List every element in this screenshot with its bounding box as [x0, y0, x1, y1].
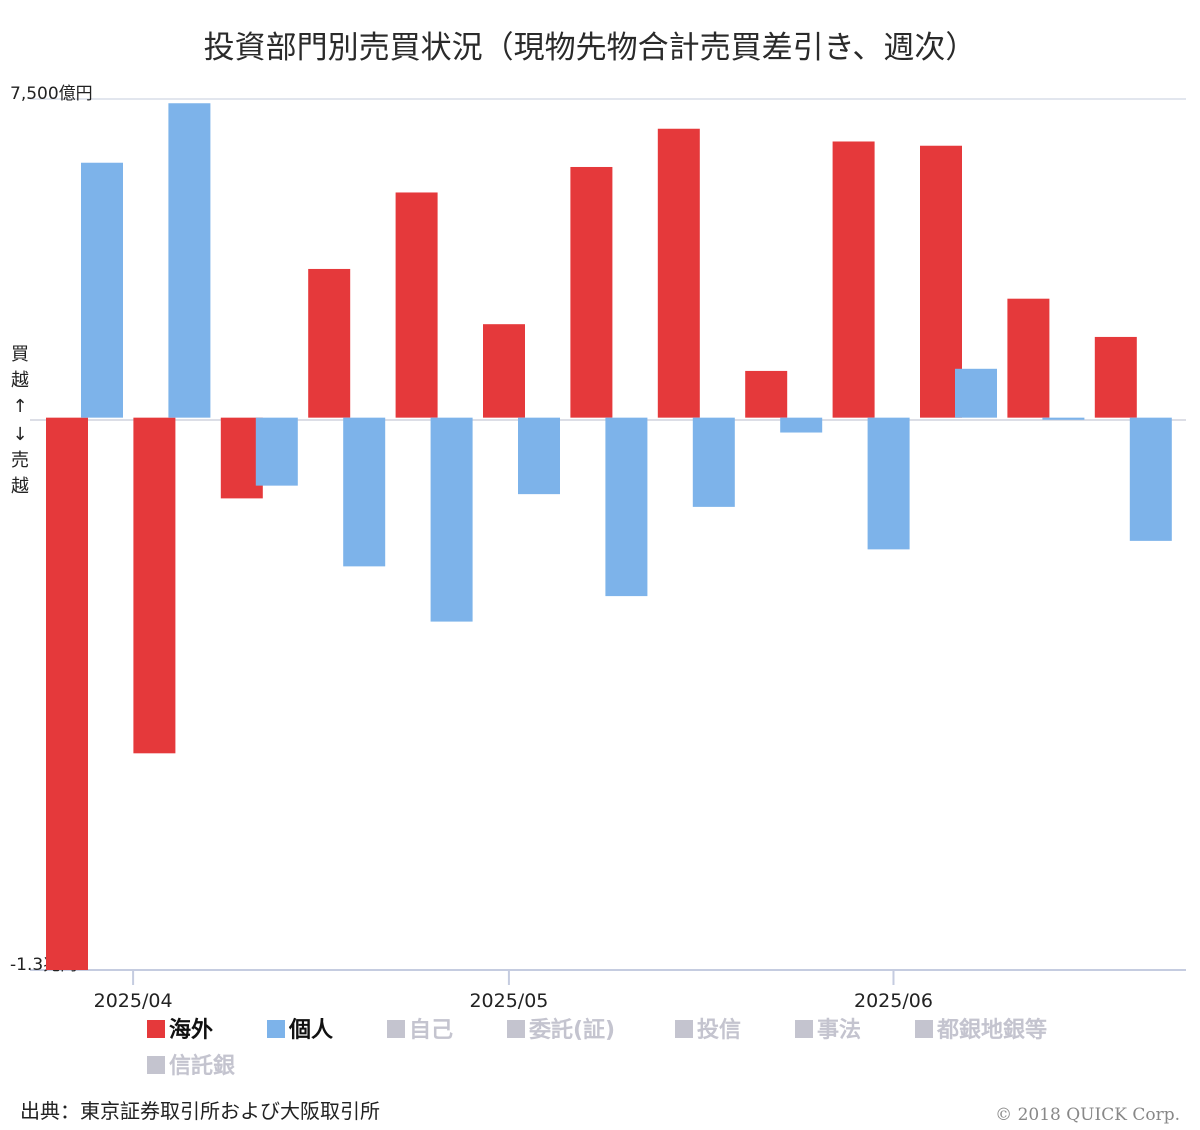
legend-label: 事法 [817, 1017, 861, 1043]
chart-title: 投資部門別売買状況（現物先物合計売買差引き、週次） [204, 30, 977, 66]
bar-個人-9 [780, 417, 823, 433]
bar-個人-7 [605, 417, 648, 597]
legend-item-信託銀[interactable]: 信託銀 [147, 1053, 235, 1079]
legend-label: 投信 [697, 1017, 741, 1043]
legend-swatch [675, 1020, 693, 1038]
bar-個人-8 [692, 417, 735, 507]
legend-item-都銀地銀等[interactable]: 都銀地銀等 [915, 1017, 1047, 1043]
copyright: © 2018 QUICK Corp. [995, 1105, 1180, 1125]
bar-個人-13 [1129, 417, 1172, 541]
side-label-buy-3: ↑ [12, 396, 27, 417]
legend-item-事法[interactable]: 事法 [795, 1017, 861, 1043]
legend-swatch [147, 1056, 165, 1074]
bar-個人-10 [867, 417, 910, 550]
x-ticks: 2025/04 2025/05 2025/06 [94, 970, 933, 1012]
bar-海外-13 [1094, 336, 1137, 418]
legend-label: 個人 [288, 1018, 333, 1043]
bar-個人-5 [430, 417, 473, 622]
x-tick-label-3: 2025/06 [854, 990, 933, 1012]
legend-swatch [267, 1020, 285, 1038]
bar-個人-4 [343, 417, 386, 567]
legend-item-自己[interactable]: 自己 [387, 1017, 453, 1043]
bar-個人-3 [255, 417, 298, 486]
side-label-sell-3: 越 [11, 476, 29, 497]
legend-swatch [387, 1020, 405, 1038]
bar-海外-3 [220, 417, 263, 499]
bar-海外-2 [133, 417, 176, 754]
bar-海外-5 [395, 192, 438, 418]
side-label: 買 越 ↑ ↓ 売 越 [11, 344, 29, 497]
legend-item-委託(証)[interactable]: 委託(証) [507, 1017, 615, 1043]
legend-label: 信託銀 [169, 1053, 235, 1079]
bars [46, 103, 1172, 970]
legend-item-個人[interactable]: 個人 [267, 1018, 333, 1043]
legend-item-投信[interactable]: 投信 [675, 1017, 741, 1043]
legend-swatch [915, 1020, 933, 1038]
legend-label: 委託(証) [529, 1017, 615, 1043]
legend-item-海外[interactable]: 海外 [147, 1017, 213, 1043]
bar-海外-6 [483, 324, 525, 418]
legend-swatch [507, 1020, 525, 1038]
y-top-label: 7,500億円 [10, 84, 93, 104]
bar-海外-12 [1007, 298, 1050, 418]
legend-swatch [795, 1020, 813, 1038]
bar-海外-7 [570, 166, 613, 418]
x-tick-label-1: 2025/04 [94, 990, 173, 1012]
side-label-sell-2: 売 [11, 450, 29, 471]
bar-個人-6 [518, 417, 560, 495]
bar-海外-10 [832, 141, 875, 418]
bar-個人-1 [81, 162, 123, 418]
side-label-buy-1: 買 [11, 344, 29, 365]
source-note: 出典：東京証券取引所および大阪取引所 [20, 1099, 380, 1123]
x-tick-label-2: 2025/05 [469, 990, 548, 1012]
bar-海外-9 [745, 370, 788, 418]
legend-label: 自己 [409, 1017, 453, 1043]
bar-個人-12 [1042, 417, 1085, 420]
bar-海外-8 [657, 128, 700, 418]
legend-label: 海外 [169, 1017, 213, 1043]
bar-個人-11 [955, 368, 997, 418]
bar-海外-1 [46, 417, 88, 970]
bar-個人-2 [168, 103, 211, 418]
legend-label: 都銀地銀等 [936, 1017, 1047, 1043]
side-label-buy-2: 越 [11, 370, 29, 391]
bar-海外-4 [308, 268, 351, 418]
legend-swatch [147, 1020, 165, 1038]
side-label-sell-1: ↓ [12, 424, 27, 445]
